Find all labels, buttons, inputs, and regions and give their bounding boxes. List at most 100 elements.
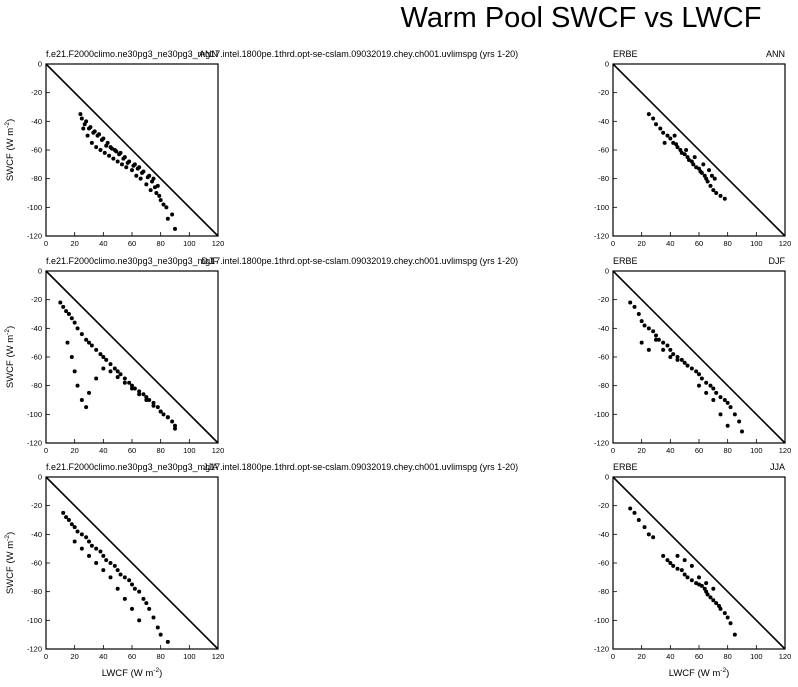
data-point xyxy=(79,332,84,337)
data-point xyxy=(705,592,710,597)
x-tick-label: 100 xyxy=(183,239,196,248)
data-point xyxy=(108,369,113,374)
data-point xyxy=(144,395,149,400)
data-point xyxy=(81,126,86,131)
data-point xyxy=(92,129,97,134)
y-tick-label: -100 xyxy=(594,616,609,625)
data-point xyxy=(84,337,89,342)
data-point xyxy=(628,300,633,305)
data-point xyxy=(697,383,701,388)
data-point xyxy=(94,376,99,381)
y-tick-label: -20 xyxy=(598,295,609,304)
data-point xyxy=(704,581,709,586)
x-tick-label: 60 xyxy=(128,446,136,455)
x-tick-label: 20 xyxy=(70,239,78,248)
data-point xyxy=(682,572,687,577)
data-point xyxy=(157,193,162,198)
data-point xyxy=(718,395,723,400)
x-tick-label: 0 xyxy=(44,652,48,661)
data-point xyxy=(675,355,680,359)
data-point xyxy=(722,196,727,201)
data-point xyxy=(88,125,93,130)
data-point xyxy=(104,558,109,563)
data-point xyxy=(117,152,122,157)
data-point xyxy=(151,615,156,620)
data-point xyxy=(689,366,694,371)
data-point xyxy=(137,392,142,397)
data-point xyxy=(66,518,71,522)
data-point xyxy=(675,553,680,558)
data-point xyxy=(158,632,163,637)
data-point xyxy=(689,563,694,568)
data-point xyxy=(101,553,106,558)
data-point xyxy=(173,423,177,428)
data-point xyxy=(722,398,727,402)
x-axis-label: LWCF (W m-2) xyxy=(102,667,162,679)
data-point xyxy=(75,529,80,534)
data-point xyxy=(718,193,723,198)
data-point xyxy=(118,372,123,377)
data-point xyxy=(642,525,647,530)
chart-panel-model-djf: 0 20 40 60 80 100 120 0 -20 -40 -60 -80 -100 -120 f.e2… xyxy=(4,256,518,455)
data-point xyxy=(87,553,91,558)
data-point xyxy=(69,316,74,321)
data-point xyxy=(173,426,177,431)
y-tick-label: -20 xyxy=(31,88,42,97)
data-point xyxy=(99,137,104,142)
data-point xyxy=(671,352,676,357)
data-point xyxy=(72,539,77,544)
data-point xyxy=(84,405,89,410)
data-point xyxy=(66,312,71,316)
y-tick-label: -20 xyxy=(31,501,42,510)
reference-line xyxy=(45,63,219,237)
data-point xyxy=(151,400,156,405)
data-point xyxy=(121,156,126,161)
y-tick-label: -60 xyxy=(31,146,42,155)
data-point xyxy=(61,304,66,309)
x-tick-label: 40 xyxy=(99,652,107,661)
x-tick-label: 120 xyxy=(212,652,225,661)
data-point xyxy=(679,568,684,573)
data-point xyxy=(646,532,651,537)
data-point xyxy=(107,153,112,158)
data-point xyxy=(112,563,117,568)
data-point xyxy=(111,156,116,161)
data-point xyxy=(130,168,134,173)
x-tick-label: 120 xyxy=(779,652,792,661)
data-point xyxy=(89,140,94,145)
data-point xyxy=(115,586,120,591)
data-point xyxy=(668,561,673,565)
data-point xyxy=(134,173,139,178)
y-tick-label: -120 xyxy=(27,232,42,241)
data-point xyxy=(165,639,170,644)
data-point xyxy=(651,535,656,540)
data-point xyxy=(668,355,673,359)
data-point xyxy=(94,347,99,352)
data-point xyxy=(69,522,74,527)
data-point xyxy=(147,398,152,402)
data-point xyxy=(94,561,99,565)
data-point xyxy=(131,163,136,168)
data-point xyxy=(127,578,132,583)
data-point xyxy=(656,337,661,342)
data-point xyxy=(711,386,716,391)
y-tick-label: -120 xyxy=(27,439,42,448)
y-tick-label: -80 xyxy=(598,587,609,596)
data-point xyxy=(79,546,84,551)
data-point xyxy=(668,347,673,352)
data-point xyxy=(98,352,103,357)
data-point xyxy=(722,611,727,616)
data-point xyxy=(732,632,737,637)
panel-right-label: JJA xyxy=(203,462,218,472)
y-axis-label: SWCF (W m-2) xyxy=(4,119,16,181)
panel-left-label: f.e21.F2000climo.ne30pg3_ne30pg3_mg17.in… xyxy=(46,462,518,472)
data-point xyxy=(104,357,109,362)
y-tick-label: -100 xyxy=(27,410,42,419)
data-point xyxy=(697,575,701,580)
data-point xyxy=(102,150,107,155)
data-point xyxy=(714,390,719,395)
data-point xyxy=(84,119,89,124)
data-point xyxy=(144,182,149,187)
data-point xyxy=(138,176,143,181)
x-tick-label: 100 xyxy=(183,652,196,661)
